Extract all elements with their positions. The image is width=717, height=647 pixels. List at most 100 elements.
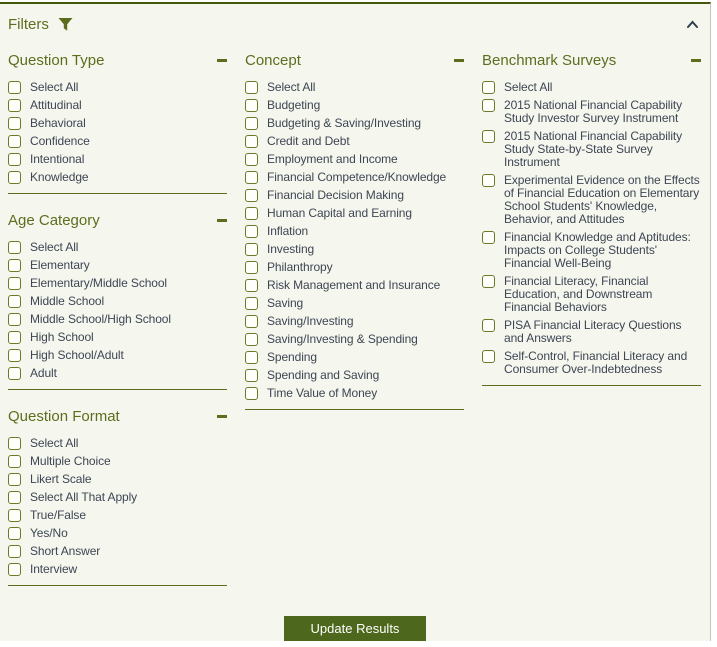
checkbox-label[interactable]: Yes/No: [30, 526, 68, 540]
checkbox-label[interactable]: High School/Adult: [30, 348, 124, 362]
checkbox-label[interactable]: Financial Decision Making: [267, 188, 404, 202]
checkbox-true-false[interactable]: [8, 509, 21, 522]
minus-icon[interactable]: [217, 415, 227, 418]
checkbox-financial-literacy-financial-education-and-downstream-financial-behaviors[interactable]: [482, 275, 495, 288]
checkbox-label[interactable]: Intentional: [30, 152, 85, 166]
checkbox-employment-and-income[interactable]: [245, 153, 258, 166]
checkbox-label[interactable]: Saving: [267, 296, 304, 310]
checkbox-middle-school-high-school[interactable]: [8, 313, 21, 326]
checkbox-high-school[interactable]: [8, 331, 21, 344]
checkbox-label[interactable]: Budgeting & Saving/Investing: [267, 116, 421, 130]
checkbox-credit-and-debt[interactable]: [245, 135, 258, 148]
checkbox-self-control-financial-literacy-and-consumer-over-indebtedness[interactable]: [482, 350, 495, 363]
checkbox-label[interactable]: PISA Financial Literacy Questions and An…: [504, 318, 682, 345]
checkbox-budgeting[interactable]: [245, 99, 258, 112]
checkbox-short-answer[interactable]: [8, 545, 21, 558]
checkbox-financial-knowledge-and-aptitudes-impacts-on-college-students-financial-well-being[interactable]: [482, 231, 495, 244]
checkbox-risk-management-and-insurance[interactable]: [245, 279, 258, 292]
checkbox-yes-no[interactable]: [8, 527, 21, 540]
chevron-up-icon[interactable]: [684, 18, 701, 31]
checkbox-label[interactable]: Self-Control, Financial Literacy and Con…: [504, 349, 688, 376]
minus-icon[interactable]: [454, 59, 464, 62]
checkbox-label[interactable]: Confidence: [30, 134, 90, 148]
checkbox-pisa-financial-literacy-questions-and-answers[interactable]: [482, 319, 495, 332]
checkbox-label[interactable]: Experimental Evidence on the Effects of …: [504, 173, 700, 226]
checkbox-label[interactable]: Philanthropy: [267, 260, 333, 274]
checkbox-financial-competence-knowledge[interactable]: [245, 171, 258, 184]
update-results-button[interactable]: Update Results: [284, 616, 426, 641]
checkbox-label[interactable]: Risk Management and Insurance: [267, 278, 441, 292]
checkbox-time-value-of-money[interactable]: [245, 387, 258, 400]
checkbox-high-school-adult[interactable]: [8, 349, 21, 362]
checkbox-multiple-choice[interactable]: [8, 455, 21, 468]
checkbox-label[interactable]: Financial Competence/Knowledge: [267, 170, 447, 184]
checkbox-budgeting-saving-investing[interactable]: [245, 117, 258, 130]
checkbox-knowledge[interactable]: [8, 171, 21, 184]
checkbox-philanthropy[interactable]: [245, 261, 258, 274]
checkbox-label[interactable]: High School: [30, 330, 94, 344]
checkbox-label[interactable]: Investing: [267, 242, 315, 256]
checkbox-label[interactable]: Likert Scale: [30, 472, 92, 486]
checkbox-label[interactable]: Select All: [504, 80, 553, 94]
checkbox-financial-decision-making[interactable]: [245, 189, 258, 202]
checkbox-label[interactable]: Behavioral: [30, 116, 86, 130]
checkbox-label[interactable]: Elementary/Middle School: [30, 276, 168, 290]
checkbox-saving[interactable]: [245, 297, 258, 310]
checkbox-2015-national-financial-capability-study-investor-survey-instrument[interactable]: [482, 99, 495, 112]
checkbox-label[interactable]: Knowledge: [30, 170, 89, 184]
checkbox-select-all[interactable]: [8, 241, 21, 254]
checkbox-middle-school[interactable]: [8, 295, 21, 308]
checkbox-label[interactable]: Middle School: [30, 294, 105, 308]
checkbox-label[interactable]: True/False: [30, 508, 86, 522]
checkbox-experimental-evidence-on-the-effects-of-financial-education-on-elementary-school-students-knowledge-behavior-and-attitudes[interactable]: [482, 174, 495, 187]
checkbox-label[interactable]: Adult: [30, 366, 57, 380]
checkbox-select-all[interactable]: [482, 81, 495, 94]
checkbox-label[interactable]: Budgeting: [267, 98, 321, 112]
checkbox-2015-national-financial-capability-study-state-by-state-survey-instrument[interactable]: [482, 130, 495, 143]
checkbox-saving-investing[interactable]: [245, 315, 258, 328]
checkbox-label[interactable]: Middle School/High School: [30, 312, 171, 326]
checkbox-elementary[interactable]: [8, 259, 21, 272]
minus-icon[interactable]: [217, 59, 227, 62]
checkbox-label[interactable]: Select All: [30, 80, 79, 94]
checkbox-behavioral[interactable]: [8, 117, 21, 130]
checkbox-label[interactable]: Human Capital and Earning: [267, 206, 412, 220]
checkbox-interview[interactable]: [8, 563, 21, 576]
checkbox-label[interactable]: Financial Literacy, Financial Education,…: [504, 274, 653, 314]
checkbox-likert-scale[interactable]: [8, 473, 21, 486]
checkbox-label[interactable]: Interview: [30, 562, 78, 576]
checkbox-label[interactable]: Spending and Saving: [267, 368, 380, 382]
checkbox-label[interactable]: Employment and Income: [267, 152, 398, 166]
checkbox-label[interactable]: Spending: [267, 350, 317, 364]
checkbox-label[interactable]: 2015 National Financial Capability Study…: [504, 98, 683, 125]
checkbox-confidence[interactable]: [8, 135, 21, 148]
checkbox-investing[interactable]: [245, 243, 258, 256]
checkbox-label[interactable]: Select All: [30, 436, 79, 450]
checkbox-label[interactable]: Inflation: [267, 224, 309, 238]
checkbox-label[interactable]: Attitudinal: [30, 98, 82, 112]
checkbox-label[interactable]: Select All: [30, 240, 79, 254]
checkbox-label[interactable]: Credit and Debt: [267, 134, 350, 148]
checkbox-select-all[interactable]: [8, 81, 21, 94]
checkbox-label[interactable]: Elementary: [30, 258, 90, 272]
checkbox-label[interactable]: 2015 National Financial Capability Study…: [504, 129, 683, 169]
checkbox-label[interactable]: Select All That Apply: [30, 490, 138, 504]
checkbox-label[interactable]: Short Answer: [30, 544, 101, 558]
checkbox-attitudinal[interactable]: [8, 99, 21, 112]
checkbox-spending[interactable]: [245, 351, 258, 364]
checkbox-spending-and-saving[interactable]: [245, 369, 258, 382]
minus-icon[interactable]: [691, 59, 701, 62]
checkbox-intentional[interactable]: [8, 153, 21, 166]
checkbox-label[interactable]: Financial Knowledge and Aptitudes: Impac…: [504, 230, 691, 270]
checkbox-select-all[interactable]: [245, 81, 258, 94]
checkbox-inflation[interactable]: [245, 225, 258, 238]
checkbox-adult[interactable]: [8, 367, 21, 380]
checkbox-select-all-that-apply[interactable]: [8, 491, 21, 504]
checkbox-saving-investing-spending[interactable]: [245, 333, 258, 346]
checkbox-label[interactable]: Select All: [267, 80, 316, 94]
checkbox-label[interactable]: Time Value of Money: [267, 386, 378, 400]
checkbox-label[interactable]: Saving/Investing & Spending: [267, 332, 418, 346]
checkbox-label[interactable]: Multiple Choice: [30, 454, 111, 468]
checkbox-elementary-middle-school[interactable]: [8, 277, 21, 290]
checkbox-label[interactable]: Saving/Investing: [267, 314, 354, 328]
